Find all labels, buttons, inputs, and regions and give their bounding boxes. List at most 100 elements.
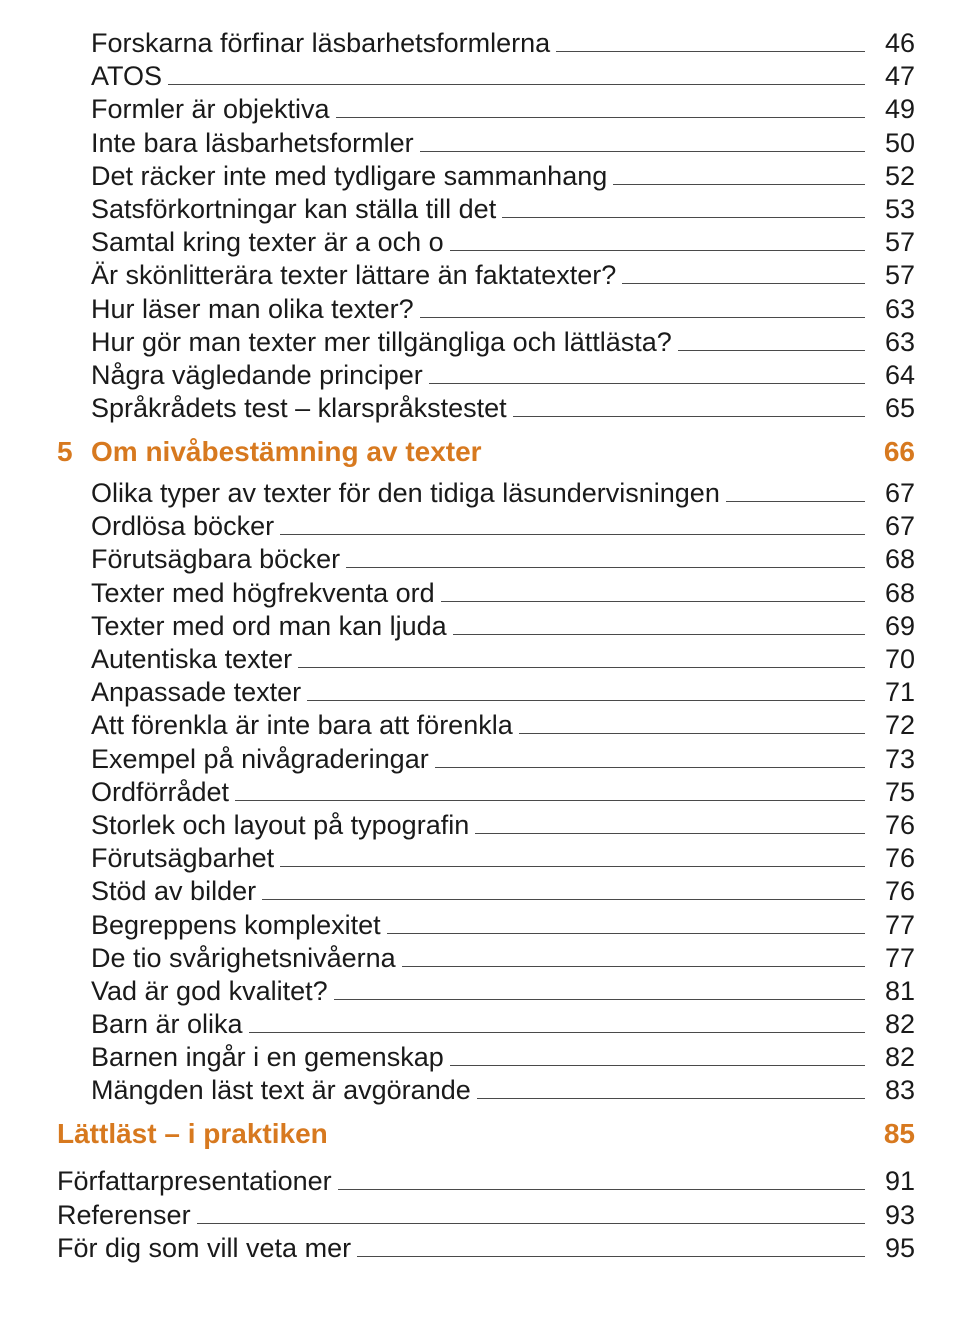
toc-section-heading: Lättläst – i praktiken 85	[57, 1118, 915, 1150]
leader-line	[556, 51, 865, 52]
chapter-number: 5	[57, 436, 91, 468]
leader-line	[435, 767, 865, 768]
toc-entry-page: 50	[871, 130, 915, 157]
section-title: Lättläst – i praktiken	[57, 1118, 884, 1150]
toc-entry-page: 64	[871, 362, 915, 389]
toc-entry: Storlek och layout på typografin 76	[57, 812, 915, 839]
toc-entry-page: 57	[871, 229, 915, 256]
toc-entry-label: Texter med ord man kan ljuda	[57, 613, 451, 640]
toc-entry-page: 81	[871, 978, 915, 1005]
toc-entry: Hur gör man texter mer tillgängliga och …	[57, 329, 915, 356]
toc-entry-label: Författarpresentationer	[57, 1168, 336, 1195]
leader-line	[441, 601, 865, 602]
toc-entry-page: 95	[871, 1235, 915, 1262]
toc-entry-label: För dig som vill veta mer	[57, 1235, 355, 1262]
toc-entry-label: Barnen ingår i en gemenskap	[57, 1044, 448, 1071]
leader-line	[262, 899, 865, 900]
toc-entry-label: De tio svårighetsnivåerna	[57, 945, 400, 972]
toc-entry-label: Vad är god kvalitet?	[57, 978, 332, 1005]
leader-line	[307, 700, 865, 701]
toc-entry-label: ATOS	[57, 63, 166, 90]
toc-entry-page: 77	[871, 912, 915, 939]
toc-entry-label: Autentiska texter	[57, 646, 296, 673]
toc-entry-label: Referenser	[57, 1202, 195, 1229]
section-page: 85	[884, 1118, 915, 1150]
toc-entry: Satsförkortningar kan ställa till det 53	[57, 196, 915, 223]
toc-entry: Forskarna förfinar läsbarhetsformlerna 4…	[57, 30, 915, 57]
toc-entry-page: 70	[871, 646, 915, 673]
leader-line	[402, 966, 865, 967]
toc-entry-page: 67	[871, 480, 915, 507]
toc-entry-page: 82	[871, 1011, 915, 1038]
toc-entry-page: 63	[871, 329, 915, 356]
leader-line	[519, 733, 865, 734]
toc-entry-page: 65	[871, 395, 915, 422]
leader-line	[387, 933, 865, 934]
toc-entry: ATOS 47	[57, 63, 915, 90]
leader-line	[197, 1223, 865, 1224]
toc-entry-label: Ordförrådet	[57, 779, 233, 806]
leader-line	[475, 833, 865, 834]
toc-entry-page: 49	[871, 96, 915, 123]
toc-entry-label: Ordlösa böcker	[57, 513, 278, 540]
leader-line	[235, 800, 865, 801]
leader-line	[453, 634, 865, 635]
toc-entry-label: Storlek och layout på typografin	[57, 812, 473, 839]
leader-line	[298, 667, 865, 668]
chapter-title: Om nivåbestämning av texter	[91, 436, 884, 468]
toc-entry-page: 76	[871, 845, 915, 872]
leader-line	[338, 1189, 865, 1190]
toc-entry-label: Det räcker inte med tydligare sammanhang	[57, 163, 611, 190]
toc-entry-page: 52	[871, 163, 915, 190]
toc-entry: Förutsägbarhet 76	[57, 845, 915, 872]
toc-entry-label: Mängden läst text är avgörande	[57, 1077, 475, 1104]
leader-line	[420, 317, 865, 318]
toc-entry: Förutsägbara böcker 68	[57, 546, 915, 573]
toc-entry-page: 82	[871, 1044, 915, 1071]
leader-line	[477, 1098, 865, 1099]
toc-entry-label: Formler är objektiva	[57, 96, 334, 123]
leader-line	[450, 250, 865, 251]
toc-entry-label: Texter med högfrekventa ord	[57, 580, 439, 607]
leader-line	[429, 383, 865, 384]
leader-line	[622, 283, 865, 284]
toc-entry: Ordförrådet 75	[57, 779, 915, 806]
toc-entry: De tio svårighetsnivåerna 77	[57, 945, 915, 972]
toc-entry: Vad är god kvalitet? 81	[57, 978, 915, 1005]
leader-line	[168, 84, 865, 85]
toc-entry: Exempel på nivågraderingar 73	[57, 746, 915, 773]
toc-entry: För dig som vill veta mer 95	[57, 1235, 915, 1262]
leader-line	[280, 534, 865, 535]
toc-entry-page: 47	[871, 63, 915, 90]
chapter-page: 66	[884, 436, 915, 468]
toc-entry-label: Förutsägbarhet	[57, 845, 278, 872]
toc-entry: Stöd av bilder 76	[57, 878, 915, 905]
toc-entry-page: 76	[871, 812, 915, 839]
toc-entry: Texter med ord man kan ljuda 69	[57, 613, 915, 640]
leader-line	[334, 999, 865, 1000]
toc-entry-page: 75	[871, 779, 915, 806]
toc-entry: Är skönlitterära texter lättare än fakta…	[57, 262, 915, 289]
toc-entry: Hur läser man olika texter? 63	[57, 296, 915, 323]
toc-entry-page: 72	[871, 712, 915, 739]
toc-entry-page: 46	[871, 30, 915, 57]
leader-line	[249, 1032, 865, 1033]
toc-entry-label: Språkrådets test – klarspråkstestet	[57, 395, 511, 422]
toc-entry-label: Olika typer av texter för den tidiga läs…	[57, 480, 724, 507]
leader-line	[450, 1065, 865, 1066]
toc-entry: Mängden läst text är avgörande 83	[57, 1077, 915, 1104]
toc-entry-label: Satsförkortningar kan ställa till det	[57, 196, 500, 223]
toc-entry-label: Förutsägbara böcker	[57, 546, 344, 573]
leader-line	[502, 217, 865, 218]
toc-entry-label: Exempel på nivågraderingar	[57, 746, 433, 773]
toc-entry: Ordlösa böcker 67	[57, 513, 915, 540]
leader-line	[678, 350, 865, 351]
toc-entry-page: 69	[871, 613, 915, 640]
toc-entry-page: 57	[871, 262, 915, 289]
toc-entry: Att förenkla är inte bara att förenkla 7…	[57, 712, 915, 739]
toc-entry-page: 73	[871, 746, 915, 773]
toc-entry-label: Stöd av bilder	[57, 878, 260, 905]
toc-entry-page: 68	[871, 580, 915, 607]
leader-line	[513, 416, 865, 417]
toc-entry-page: 93	[871, 1202, 915, 1229]
